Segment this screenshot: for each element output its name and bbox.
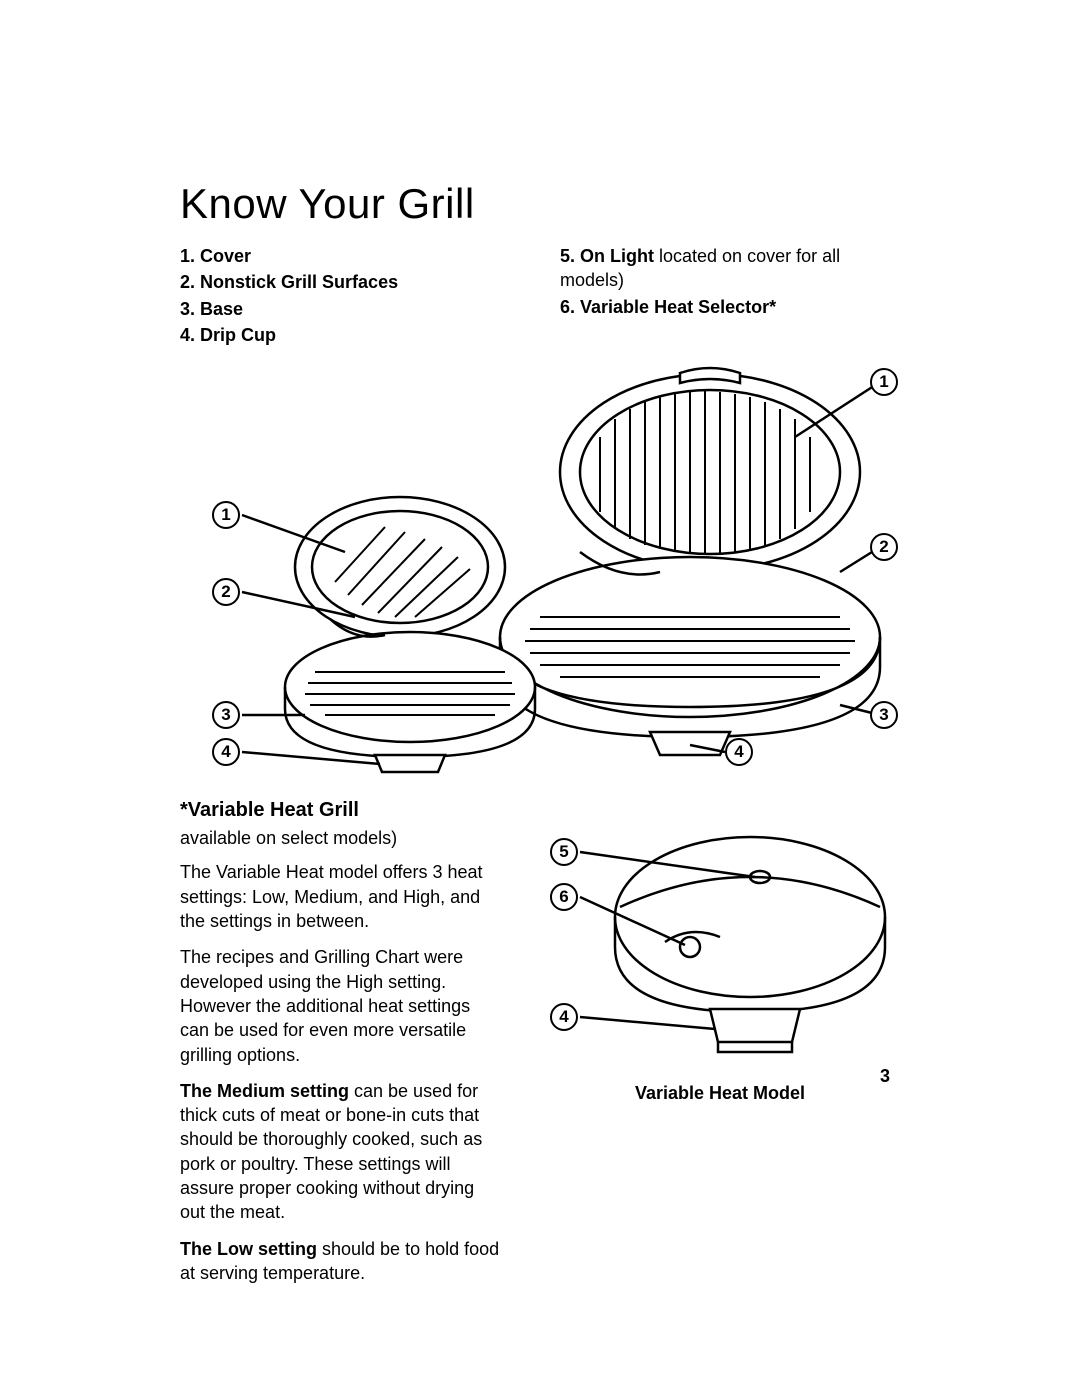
- part-num: 5.: [560, 246, 580, 266]
- vh-p3-tail: can be used for thick cuts of meat or bo…: [180, 1081, 482, 1222]
- part-item-left-0: 1. Cover: [180, 244, 520, 268]
- part-label: Cover: [200, 246, 251, 266]
- part-item-right-0: 5. On Light located on cover for all mod…: [560, 244, 900, 293]
- diagram-caption: Variable Heat Model: [540, 1083, 900, 1104]
- callout-3-left: 3: [212, 701, 240, 729]
- vh-heading: *Variable Heat Grill: [180, 797, 500, 824]
- callout-5: 5: [550, 838, 578, 866]
- vh-subheading: available on select models): [180, 826, 500, 850]
- part-num: 2.: [180, 272, 200, 292]
- vh-paragraph-3: The Medium setting can be used for thick…: [180, 1079, 500, 1225]
- vh-p3-bold: The Medium setting: [180, 1081, 349, 1101]
- manual-page: Know Your Grill 1. Cover2. Nonstick Gril…: [0, 0, 1080, 1397]
- parts-legend: 1. Cover2. Nonstick Grill Surfaces3. Bas…: [180, 244, 900, 349]
- part-item-left-1: 2. Nonstick Grill Surfaces: [180, 270, 520, 294]
- variable-heat-text: *Variable Heat Grill available on select…: [180, 797, 500, 1297]
- callout-4-vh: 4: [550, 1003, 578, 1031]
- callout-1-left: 1: [212, 501, 240, 529]
- part-num: 3.: [180, 299, 200, 319]
- callout-4-right: 4: [725, 738, 753, 766]
- vh-paragraph-2: The recipes and Grilling Chart were deve…: [180, 945, 500, 1066]
- callout-3-right: 3: [870, 701, 898, 729]
- callout-2-right: 2: [870, 533, 898, 561]
- part-item-left-3: 4. Drip Cup: [180, 323, 520, 347]
- part-label: Nonstick Grill Surfaces: [200, 272, 398, 292]
- page-number: 3: [880, 1066, 890, 1087]
- part-label: Variable Heat Selector*: [580, 297, 776, 317]
- closed-grill-illustration: [540, 797, 900, 1077]
- part-label: Base: [200, 299, 243, 319]
- grill-illustration: [180, 357, 900, 787]
- callout-6: 6: [550, 883, 578, 911]
- vh-paragraph-1: The Variable Heat model offers 3 heat se…: [180, 860, 500, 933]
- part-label: Drip Cup: [200, 325, 276, 345]
- part-label: On Light: [580, 246, 654, 266]
- part-item-right-1: 6. Variable Heat Selector*: [560, 295, 900, 319]
- page-title: Know Your Grill: [180, 180, 900, 228]
- part-item-left-2: 3. Base: [180, 297, 520, 321]
- callout-4-left: 4: [212, 738, 240, 766]
- parts-legend-right: 5. On Light located on cover for all mod…: [560, 244, 900, 349]
- vh-paragraph-4: The Low setting should be to hold food a…: [180, 1237, 500, 1286]
- callout-2-left: 2: [212, 578, 240, 606]
- callout-1-right: 1: [870, 368, 898, 396]
- variable-heat-diagram-col: 5 6 4 Variable Heat Model: [540, 797, 900, 1297]
- variable-heat-section: *Variable Heat Grill available on select…: [180, 797, 900, 1297]
- vh-p4-bold: The Low setting: [180, 1239, 317, 1259]
- part-num: 4.: [180, 325, 200, 345]
- part-num: 1.: [180, 246, 200, 266]
- variable-heat-diagram: 5 6 4: [540, 797, 900, 1077]
- parts-legend-left: 1. Cover2. Nonstick Grill Surfaces3. Bas…: [180, 244, 520, 349]
- main-diagram: 1 2 3 4 1 2 3 4: [180, 357, 900, 787]
- part-num: 6.: [560, 297, 580, 317]
